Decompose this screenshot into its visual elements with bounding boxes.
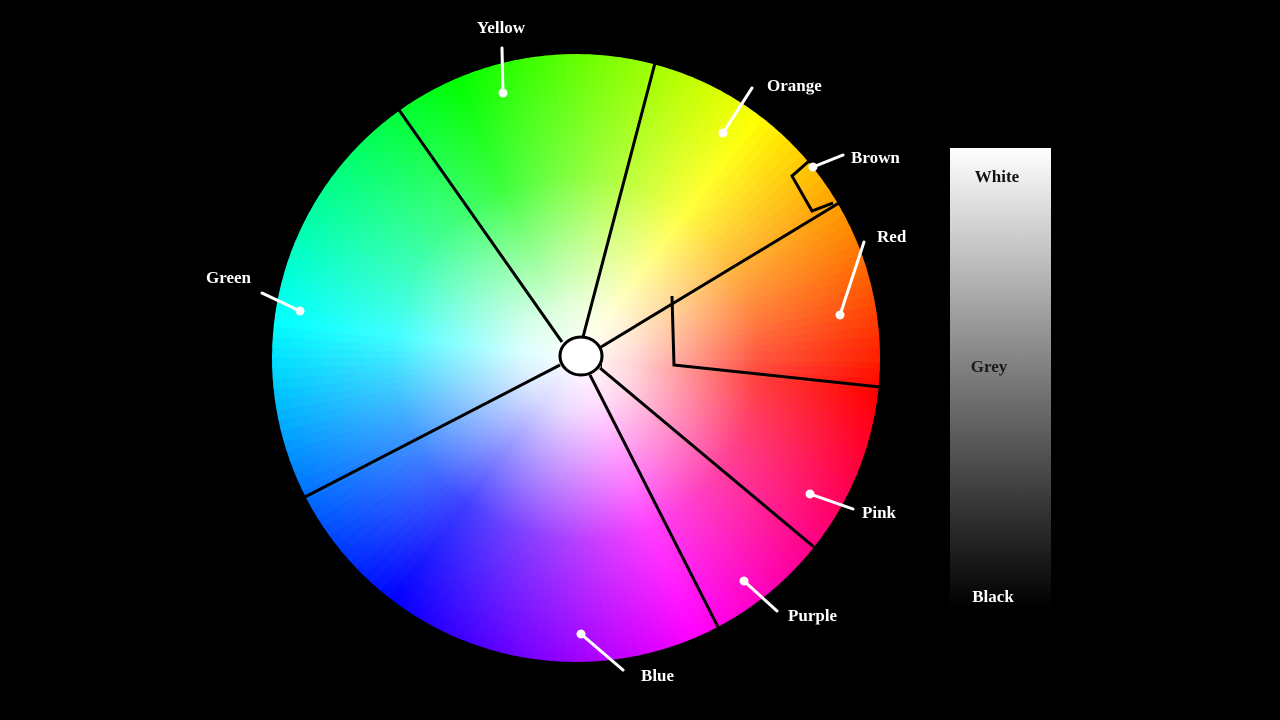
marker-red <box>835 310 845 320</box>
greyscale-label-black: Black <box>972 587 1014 606</box>
greyscale-label-grey: Grey <box>971 357 1008 376</box>
label-purple-text: Purple <box>788 606 838 625</box>
label-purple: Purple <box>739 576 838 625</box>
marker-purple <box>739 576 749 586</box>
label-green-text: Green <box>206 268 252 287</box>
label-red: Red <box>835 227 907 320</box>
divider-yellow-orange <box>581 62 657 338</box>
label-pink: Pink <box>805 489 897 522</box>
pointer-blue <box>579 632 625 672</box>
pointer-green <box>260 291 302 313</box>
greyscale-label-white: White <box>975 167 1020 186</box>
region-dividers <box>304 62 881 628</box>
divider-purple-blue <box>588 374 720 628</box>
label-brown: Brown <box>808 148 900 172</box>
label-orange-text: Orange <box>767 76 822 95</box>
pointer-orange <box>721 86 754 135</box>
divider-orange-red <box>600 201 840 349</box>
label-pink-text: Pink <box>862 503 897 522</box>
divider-blue-green <box>304 363 561 499</box>
pointer-red <box>838 240 866 317</box>
marker-green <box>295 306 305 316</box>
divider-yellow-green <box>397 109 564 343</box>
pointer-brown <box>811 153 845 169</box>
brown-region-outline <box>790 159 834 213</box>
marker-blue <box>576 629 586 639</box>
label-blue: Blue <box>576 629 675 685</box>
marker-brown <box>808 162 818 172</box>
pointer-purple <box>742 579 779 613</box>
marker-yellow <box>498 88 508 98</box>
greyscale-gradient <box>950 148 1051 608</box>
label-yellow-text: Yellow <box>477 18 526 37</box>
label-yellow: Yellow <box>477 18 526 98</box>
red-region-outline <box>670 295 881 389</box>
pointer-pink <box>808 492 855 511</box>
label-green: Green <box>206 268 305 316</box>
label-blue-text: Blue <box>641 666 675 685</box>
greyscale-bar: White Grey Black <box>950 148 1051 608</box>
divider-pink-purple <box>599 366 815 549</box>
label-brown-text: Brown <box>851 148 900 167</box>
marker-pink <box>805 489 815 499</box>
label-red-text: Red <box>877 227 907 246</box>
marker-orange <box>718 128 728 138</box>
pointer-yellow <box>500 46 505 95</box>
label-orange: Orange <box>718 76 822 138</box>
wheel-hub <box>558 335 604 377</box>
